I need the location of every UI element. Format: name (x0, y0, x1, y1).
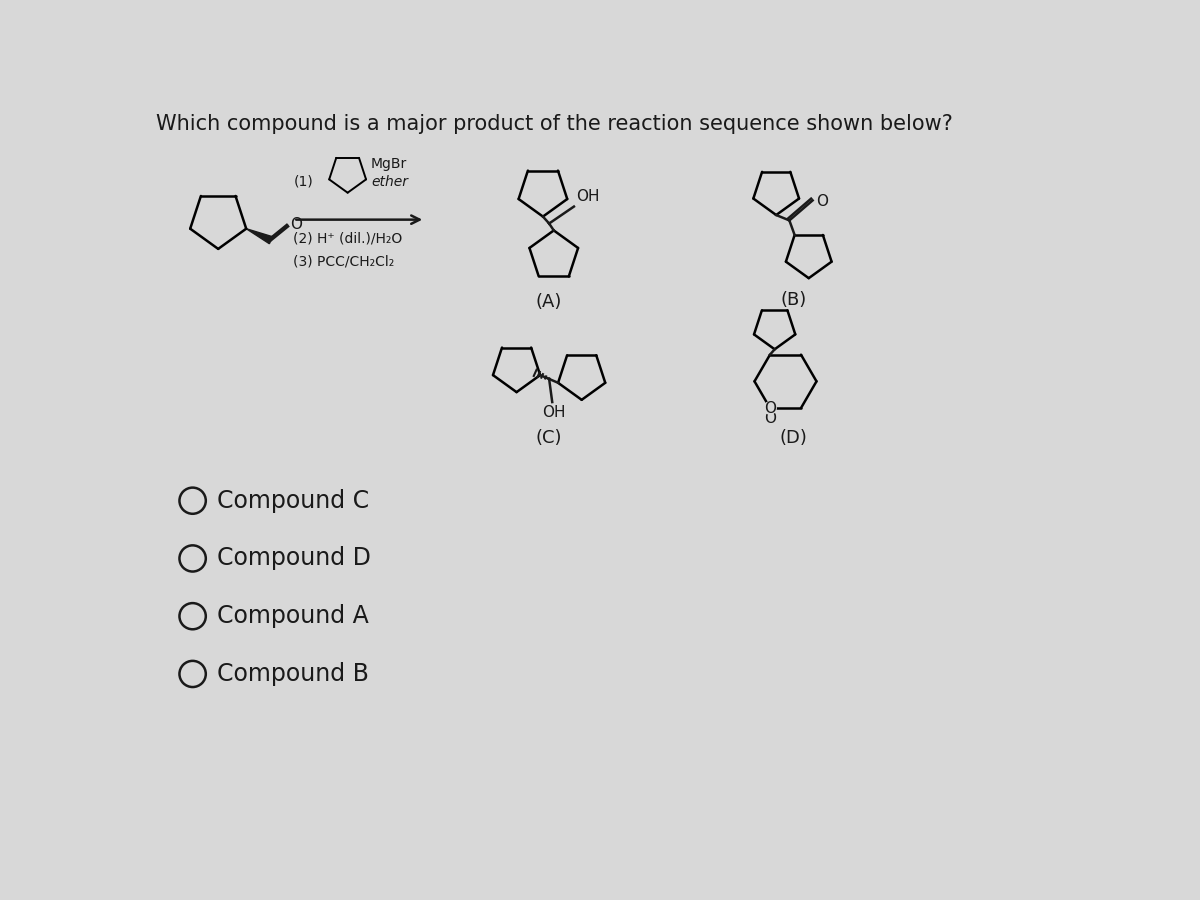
Text: O: O (764, 411, 776, 426)
Text: Compound D: Compound D (217, 546, 371, 571)
Text: OH: OH (542, 405, 565, 420)
Circle shape (763, 402, 776, 414)
Text: (A): (A) (536, 292, 563, 310)
Text: (C): (C) (536, 429, 563, 447)
Text: (B): (B) (780, 292, 806, 310)
Text: MgBr: MgBr (371, 158, 407, 171)
Text: (1): (1) (293, 175, 313, 189)
Text: O: O (816, 194, 828, 210)
Polygon shape (246, 229, 272, 244)
Text: (D): (D) (779, 429, 808, 447)
Text: (3) PCC/CH₂Cl₂: (3) PCC/CH₂Cl₂ (293, 255, 395, 268)
Text: Compound B: Compound B (217, 662, 370, 686)
Text: (2) H⁺ (dil.)/H₂O: (2) H⁺ (dil.)/H₂O (293, 231, 403, 245)
Text: Compound A: Compound A (217, 604, 370, 628)
Text: O: O (764, 400, 776, 416)
Text: Compound C: Compound C (217, 489, 370, 513)
Text: ether: ether (371, 175, 408, 189)
Text: O: O (290, 217, 302, 232)
Text: Which compound is a major product of the reaction sequence shown below?: Which compound is a major product of the… (156, 114, 953, 134)
Text: OH: OH (576, 189, 600, 204)
